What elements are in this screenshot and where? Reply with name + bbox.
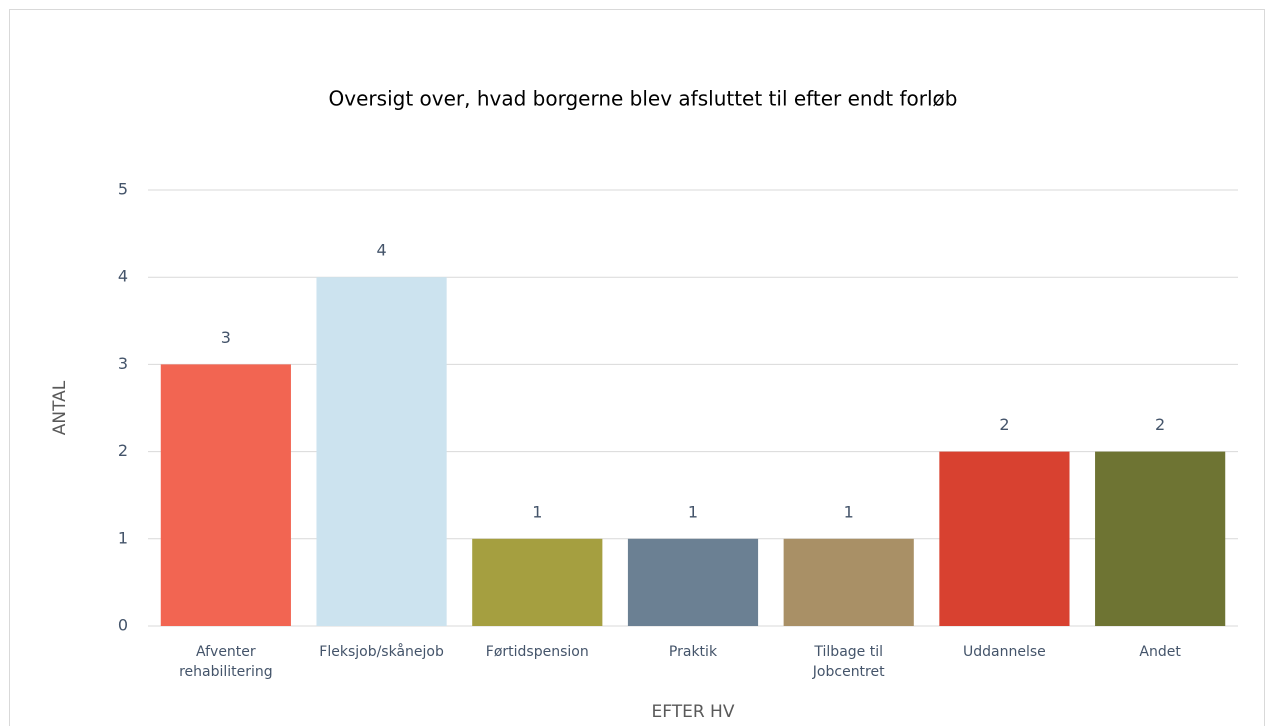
data-label: 2	[999, 415, 1009, 434]
bar	[939, 451, 1070, 626]
y-tick-label: 3	[118, 354, 128, 373]
bar	[160, 364, 291, 626]
y-tick-label: 1	[118, 528, 128, 547]
x-tick-label: Førtidspension	[485, 644, 589, 660]
bar	[627, 538, 759, 626]
data-label: 1	[532, 502, 542, 521]
y-tick-label: 0	[118, 616, 128, 635]
data-label: 3	[221, 328, 231, 347]
data-label: 1	[844, 502, 854, 521]
x-tick-label: Afventer rehabilitering	[179, 644, 273, 680]
y-tick-label: 4	[118, 267, 128, 286]
bar	[1095, 451, 1226, 626]
x-tick-label: Andet	[1139, 644, 1181, 660]
x-axis-label: EFTER HV	[652, 702, 735, 722]
x-tick-label: Fleksjob/skånejob	[319, 644, 444, 660]
x-tick-label: Tilbage til Jobcentret	[812, 644, 885, 680]
y-axis-label: ANTAL	[50, 380, 70, 435]
y-tick-label: 5	[118, 180, 128, 199]
data-label: 4	[376, 241, 386, 260]
x-tick-label: Praktik	[668, 644, 718, 660]
bar	[472, 538, 603, 626]
y-tick-label: 2	[118, 441, 128, 460]
bar	[316, 277, 447, 626]
data-label: 2	[1155, 415, 1165, 434]
bar	[783, 538, 914, 626]
chart-title: Oversigt over, hvad borgerne blev afslut…	[329, 87, 958, 111]
x-tick-label: Uddannelse	[963, 644, 1046, 660]
data-label: 1	[688, 502, 698, 521]
chart-border	[9, 9, 1265, 726]
